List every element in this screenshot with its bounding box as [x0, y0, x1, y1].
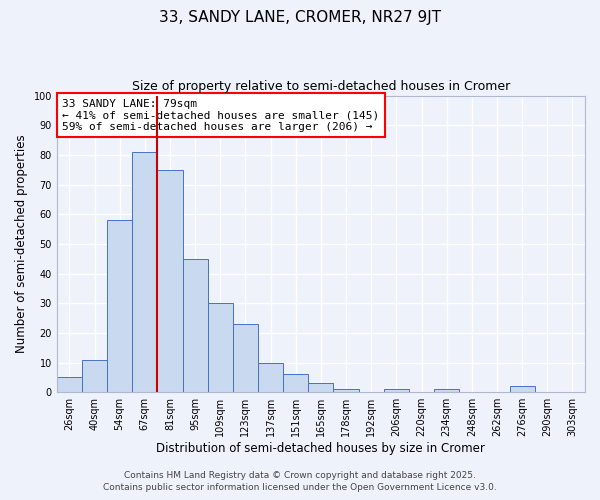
Y-axis label: Number of semi-detached properties: Number of semi-detached properties: [15, 134, 28, 353]
Text: 33 SANDY LANE: 79sqm
← 41% of semi-detached houses are smaller (145)
59% of semi: 33 SANDY LANE: 79sqm ← 41% of semi-detac…: [62, 98, 379, 132]
Bar: [384, 389, 409, 392]
Text: Contains HM Land Registry data © Crown copyright and database right 2025.
Contai: Contains HM Land Registry data © Crown c…: [103, 471, 497, 492]
Bar: [157, 170, 182, 392]
Bar: [57, 378, 82, 392]
Bar: [182, 258, 208, 392]
X-axis label: Distribution of semi-detached houses by size in Cromer: Distribution of semi-detached houses by …: [157, 442, 485, 455]
Bar: [434, 389, 459, 392]
Bar: [132, 152, 157, 392]
Bar: [82, 360, 107, 392]
Bar: [208, 303, 233, 392]
Bar: [283, 374, 308, 392]
Text: 33, SANDY LANE, CROMER, NR27 9JT: 33, SANDY LANE, CROMER, NR27 9JT: [159, 10, 441, 25]
Bar: [334, 389, 359, 392]
Bar: [308, 384, 334, 392]
Bar: [258, 362, 283, 392]
Title: Size of property relative to semi-detached houses in Cromer: Size of property relative to semi-detach…: [132, 80, 510, 93]
Bar: [233, 324, 258, 392]
Bar: [509, 386, 535, 392]
Bar: [107, 220, 132, 392]
